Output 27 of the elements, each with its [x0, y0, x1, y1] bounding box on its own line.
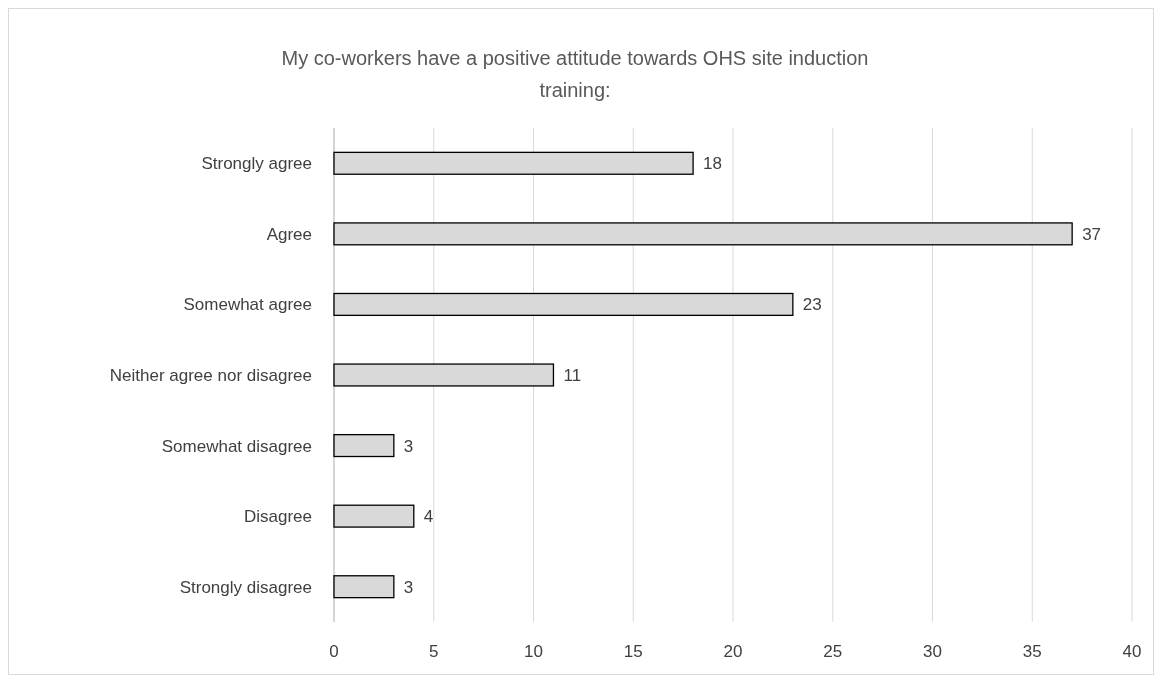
y-tick-label: Somewhat disagree: [161, 436, 312, 456]
x-tick-label: 40: [1122, 641, 1142, 661]
data-label: 18: [703, 154, 723, 174]
data-label: 4: [423, 507, 434, 527]
y-tick-label: Strongly disagree: [179, 577, 312, 597]
x-tick-label: 35: [1022, 641, 1042, 661]
y-tick-label: Strongly agree: [201, 154, 312, 174]
x-tick-label: 10: [524, 641, 543, 661]
x-tick-label: 15: [623, 641, 643, 661]
bar: [333, 433, 395, 458]
chart-title: My co-workers have a positive attitude towards OHS site induction training:: [281, 47, 869, 101]
y-tick-label: Somewhat agree: [183, 295, 312, 315]
y-tick-label: Neither agree nor disagree: [109, 365, 312, 385]
y-tick-label: Disagree: [243, 507, 312, 527]
x-tick-label: 30: [923, 641, 942, 661]
x-tick-label: 20: [723, 641, 743, 661]
x-tick-label: 5: [429, 641, 439, 661]
data-label: 11: [563, 365, 582, 385]
data-label: 37: [1082, 224, 1102, 244]
data-label: 3: [403, 577, 414, 597]
data-label: 3: [403, 436, 414, 456]
data-label: 23: [802, 295, 822, 315]
bar: [333, 575, 395, 599]
bar: [333, 504, 415, 528]
x-tick-label: 0: [329, 641, 339, 661]
x-tick-label: 25: [823, 641, 843, 661]
y-tick-label: Agree: [266, 224, 312, 244]
